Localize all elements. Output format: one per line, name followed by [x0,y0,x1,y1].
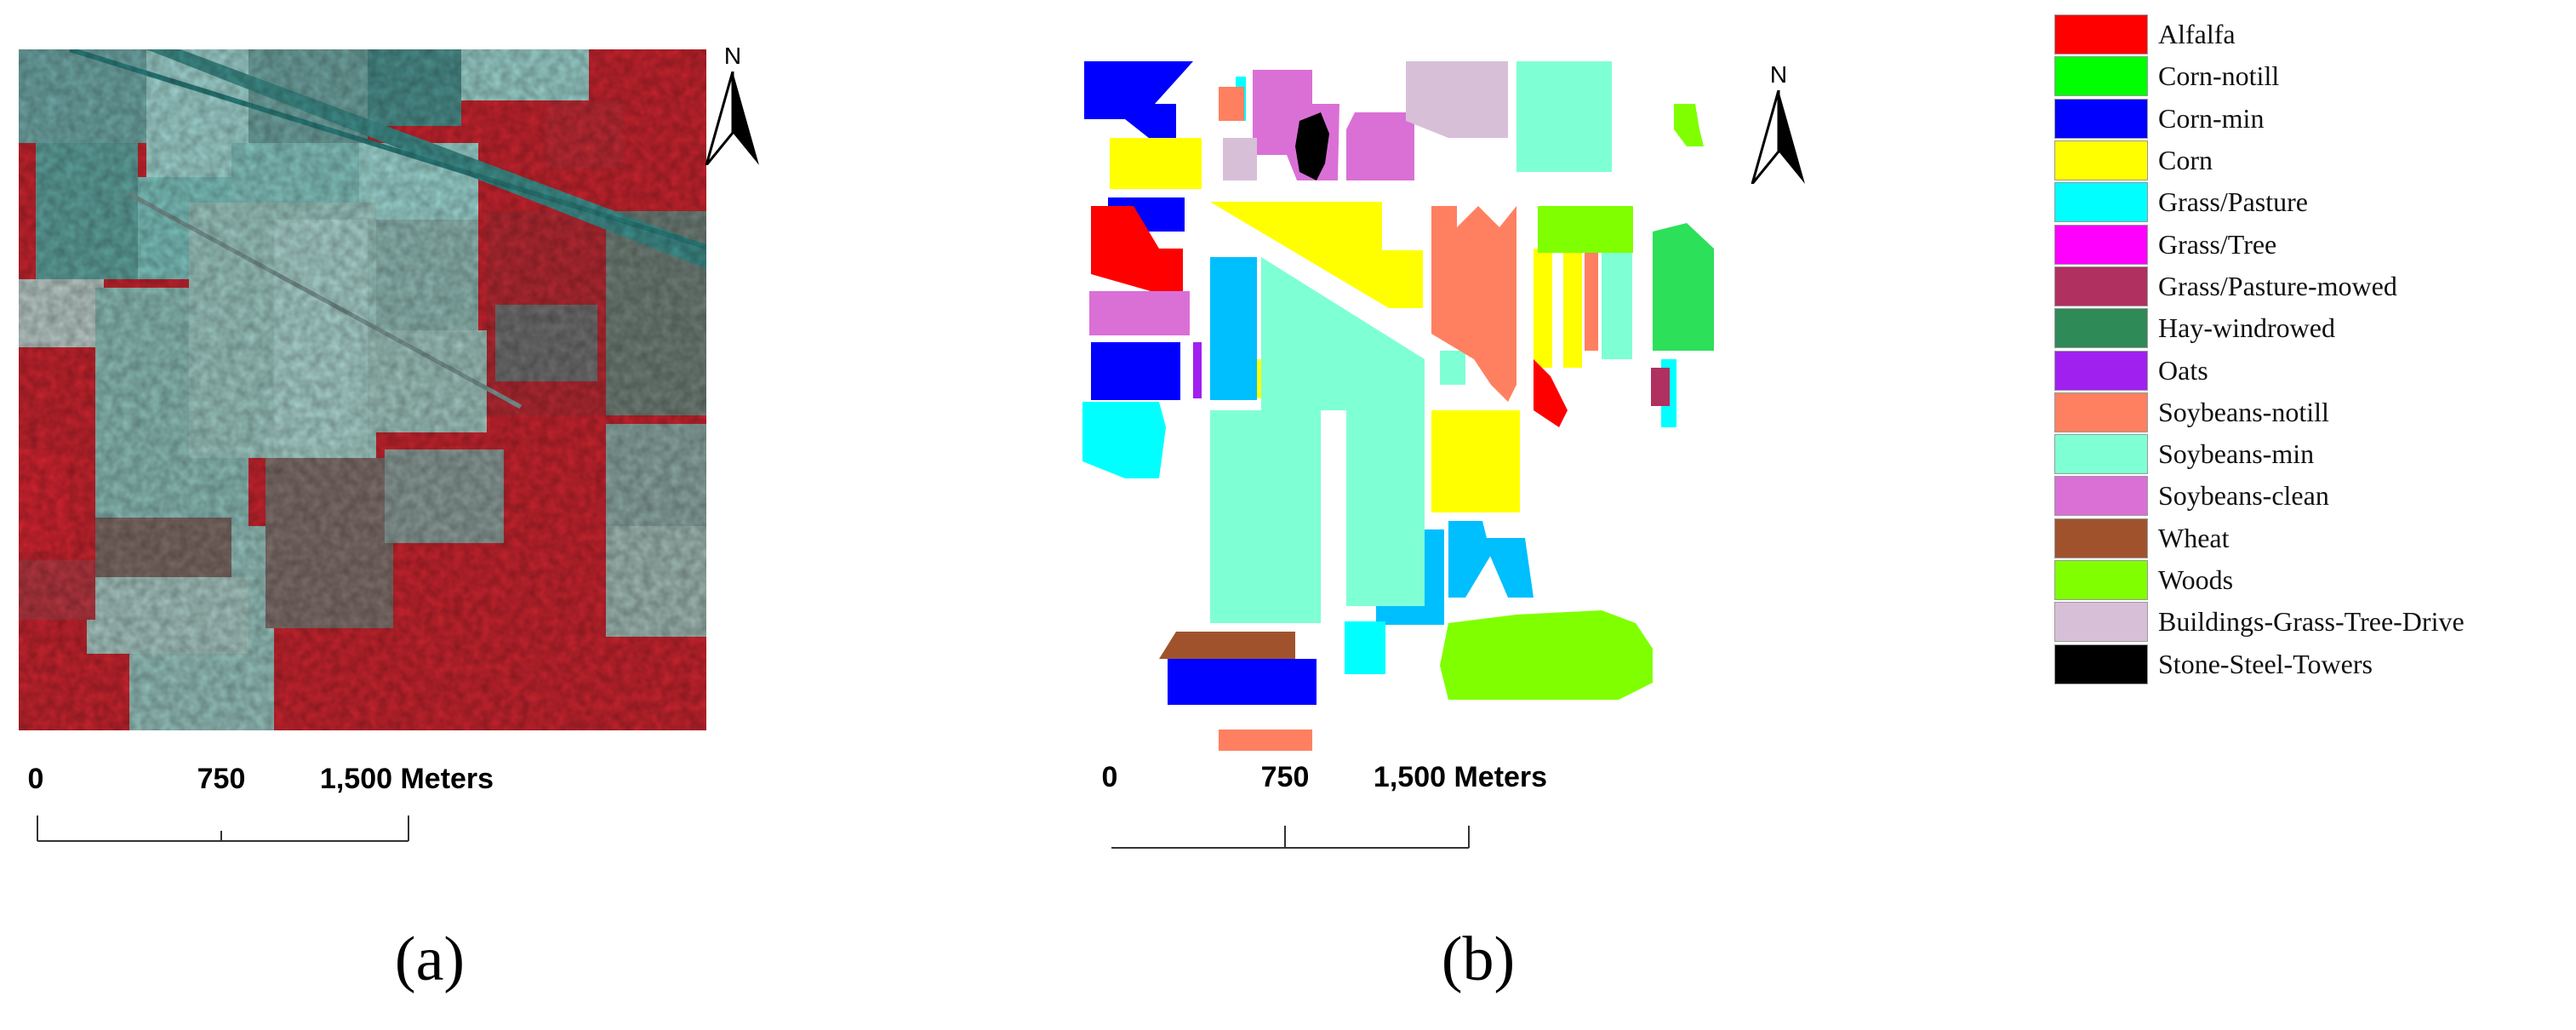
legend-swatch [2054,476,2148,517]
class-region-soybeans-notill [1219,87,1598,751]
legend-label: Corn-notill [2158,60,2280,92]
legend-swatch [2054,308,2148,349]
legend-item-oats: Oats [2054,349,2565,391]
legend-swatch [2054,182,2148,223]
class-region-soybeans-min [1210,61,1632,623]
north-arrow-icon [1751,90,1805,184]
class-region-oats [1193,342,1202,398]
legend-label: Corn-min [2158,102,2265,134]
legend-label: Stone-Steel-Towers [2158,648,2373,679]
class-region-buildings-grass-tree-drive [1223,61,1508,180]
north-arrow-icon [705,72,759,165]
north-label: N [1769,61,1788,88]
class-region-wheat [1159,632,1295,659]
class-region-corn [1110,138,1582,512]
north-label: N [723,43,742,69]
class-region-grass-pasture-mowed [1651,368,1670,406]
legend-item-alfalfa: Alfalfa [2054,14,2565,55]
legend-swatch [2054,140,2148,181]
legend-swatch [2054,644,2148,684]
legend-item-corn: Corn [2054,140,2565,181]
ground-truth-map [1082,61,1714,751]
legend: Alfalfa Corn-notill Corn-min Corn Grass/… [2054,14,2565,685]
scale-label-750: 750 [1260,761,1310,793]
legend-label: Soybeans-clean [2158,480,2329,512]
scale-bar: 0 750 1,500 Meters [28,763,648,865]
legend-label: Hay-windrowed [2158,312,2335,344]
legend-item-grass-pasture-mowed: Grass/Pasture-mowed [2054,266,2565,307]
class-region-corn-min [1084,61,1317,705]
legend-label: Woods [2158,564,2234,595]
legend-label: Soybeans-min [2158,438,2315,470]
scale-bar-line [37,815,409,842]
legend-swatch [2054,560,2148,600]
legend-label: Grass/Pasture-mowed [2158,270,2397,301]
legend-item-corn-min: Corn-min [2054,98,2565,140]
legend-item-wheat: Wheat [2054,518,2565,559]
caption-a: (a) [394,924,466,994]
scale-label-1500: 1,500 Meters [319,763,494,795]
legend-item-woods: Woods [2054,559,2565,601]
north-arrow: N [1749,61,1808,197]
satellite-image [19,49,706,730]
legend-swatch [2054,266,2148,306]
legend-label: Grass/Tree [2158,228,2277,260]
legend-swatch [2054,602,2148,643]
caption-b: (b) [1441,924,1516,994]
legend-label: Alfalfa [2158,19,2236,50]
scale-bar: 0 750 1,500 Meters [1102,761,1722,863]
legend-item-corn-notill: Corn-notill [2054,55,2565,97]
legend-swatch [2054,98,2148,139]
north-arrow: N [703,43,763,179]
legend-swatch [2054,518,2148,558]
class-region-woods [1440,104,1704,700]
scale-label-750: 750 [197,763,246,795]
legend-item-soybeans-min: Soybeans-min [2054,433,2565,475]
legend-label: Wheat [2158,522,2230,553]
scale-label-0: 0 [27,763,44,795]
legend-item-soybeans-clean: Soybeans-clean [2054,475,2565,517]
legend-swatch [2054,350,2148,391]
legend-swatch [2054,224,2148,265]
legend-swatch [2054,56,2148,97]
class-region-corn-notill [1653,223,1714,351]
legend-swatch [2054,392,2148,432]
class-region-alfalfa [1091,206,1568,427]
scale-label-0: 0 [1101,761,1118,793]
legend-item-stone-steel-towers: Stone-Steel-Towers [2054,643,2565,684]
scale-bar-line [1111,826,1470,849]
legend-label: Oats [2158,354,2208,386]
legend-item-grass-tree: Grass/Tree [2054,223,2565,265]
legend-item-hay-windrowed: Hay-windrowed [2054,307,2565,349]
legend-label: Buildings-Grass-Tree-Drive [2158,606,2465,638]
scale-label-1500: 1,500 Meters [1373,761,1548,793]
legend-label: Grass/Pasture [2158,186,2308,218]
legend-item-buildings-grass-tree-drive: Buildings-Grass-Tree-Drive [2054,601,2565,643]
legend-swatch [2054,14,2148,55]
class-region-stone-steel-towers [1295,112,1329,180]
legend-item-soybeans-notill: Soybeans-notill [2054,392,2565,433]
legend-swatch [2054,434,2148,475]
legend-label: Soybeans-notill [2158,396,2329,427]
legend-item-grass-pasture: Grass/Pasture [2054,181,2565,223]
legend-label: Corn [2158,145,2213,176]
